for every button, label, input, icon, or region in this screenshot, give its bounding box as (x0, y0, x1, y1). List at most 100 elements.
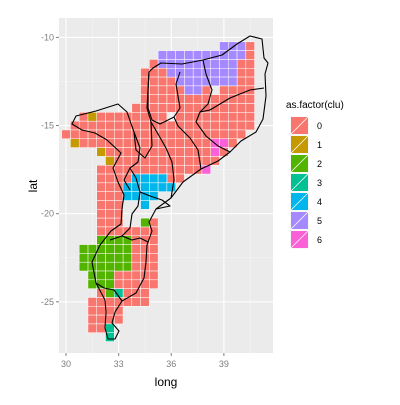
cell-cluster-0 (105, 164, 115, 175)
legend-key-slash (290, 154, 309, 173)
cell-cluster-0 (105, 226, 115, 236)
cell-cluster-0 (245, 103, 255, 113)
cell-cluster-0 (105, 182, 115, 192)
cell-cluster-0 (210, 112, 220, 122)
cell-cluster-0 (149, 76, 159, 87)
cell-cluster-0 (131, 261, 141, 272)
cell-cluster-0 (149, 164, 159, 175)
cell-cluster-0 (96, 120, 106, 131)
cell-cluster-0 (105, 209, 115, 219)
cell-cluster-0 (114, 120, 124, 131)
cell-cluster-1 (96, 147, 106, 157)
cell-cluster-0 (70, 129, 80, 140)
x-tick-label: 39 (219, 359, 229, 369)
cell-cluster-0 (236, 112, 247, 122)
cell-cluster-0 (96, 306, 106, 316)
cell-cluster-0 (201, 138, 211, 148)
cell-cluster-0 (87, 306, 97, 316)
cell-cluster-0 (96, 200, 106, 210)
cell-cluster-4 (149, 182, 159, 192)
cell-cluster-2 (96, 261, 106, 272)
cell-cluster-0 (122, 129, 133, 140)
cell-cluster-0 (105, 120, 115, 131)
cell-cluster-1 (105, 156, 115, 166)
cell-cluster-0 (157, 147, 168, 157)
cell-cluster-0 (149, 138, 159, 148)
cell-cluster-0 (105, 200, 115, 210)
cell-cluster-0 (245, 120, 255, 131)
legend-label: 5 (317, 216, 322, 226)
cell-cluster-5 (157, 50, 168, 60)
legend-label: 3 (317, 178, 322, 188)
cell-cluster-5 (219, 68, 229, 78)
lake-niassa-border (147, 71, 181, 125)
cell-cluster-0 (175, 164, 185, 175)
cell-cluster-0 (157, 76, 168, 87)
cell-cluster-0 (131, 244, 141, 254)
cell-cluster-0 (149, 103, 159, 113)
tete-border (123, 131, 141, 191)
cell-cluster-0 (114, 270, 124, 281)
cell-cluster-0 (140, 129, 150, 140)
cell-cluster-0 (210, 120, 220, 131)
mozambique-outline (71, 35, 269, 340)
cell-cluster-4 (140, 200, 150, 210)
cell-cluster-0 (96, 112, 106, 122)
cell-cluster-0 (219, 103, 229, 113)
cell-cluster-0 (175, 156, 185, 166)
legend-label: 1 (317, 140, 322, 150)
cell-cluster-0 (131, 297, 141, 307)
cell-cluster-0 (96, 138, 106, 148)
cell-cluster-2 (78, 253, 89, 263)
cell-cluster-0 (87, 314, 97, 325)
cell-cluster-0 (105, 173, 115, 184)
cell-cluster-0 (140, 297, 150, 307)
cell-cluster-0 (96, 217, 106, 228)
cell-cluster-0 (157, 164, 168, 175)
y-tick-label: -15 (41, 121, 54, 131)
cell-cluster-3 (105, 323, 115, 333)
axes: 30 33 36 39 -10 -15 -20 -25 (41, 32, 229, 369)
cell-cluster-5 (184, 85, 194, 95)
cell-cluster-0 (131, 270, 141, 281)
cell-cluster-5 (219, 76, 229, 87)
cell-cluster-0 (184, 120, 194, 131)
cell-cluster-0 (96, 173, 106, 184)
y-tick-label: -25 (41, 297, 54, 307)
cell-cluster-3 (114, 288, 124, 298)
cell-cluster-0 (114, 191, 124, 201)
province-border-3 (150, 121, 175, 199)
legend-label: 0 (317, 121, 322, 131)
legend-key-slash (290, 135, 309, 154)
cell-cluster-0 (114, 112, 124, 122)
cell-cluster-4 (140, 173, 150, 184)
cell-cluster-2 (114, 244, 124, 254)
cell-cluster-1 (87, 112, 97, 122)
cell-cluster-0 (140, 68, 150, 78)
cell-cluster-0 (184, 94, 194, 104)
cell-cluster-0 (149, 279, 159, 289)
cell-cluster-0 (149, 270, 159, 281)
cell-cluster-0 (166, 85, 176, 95)
cell-cluster-2 (96, 270, 106, 281)
cell-cluster-0 (149, 94, 159, 104)
legend-label: 4 (317, 197, 322, 207)
province-border-2 (173, 116, 202, 170)
cell-cluster-0 (166, 94, 176, 104)
cell-cluster-0 (96, 182, 106, 192)
cell-cluster-0 (149, 235, 159, 245)
cell-cluster-0 (228, 85, 238, 95)
legend-key-slash (290, 173, 309, 192)
legend-key-slash (290, 192, 309, 211)
cell-cluster-0 (201, 120, 211, 131)
cell-cluster-0 (184, 164, 194, 175)
gaza-border (121, 235, 149, 243)
cell-cluster-2 (87, 244, 97, 254)
cell-cluster-0 (201, 85, 211, 95)
cell-cluster-2 (78, 244, 89, 254)
cell-cluster-4 (149, 173, 159, 184)
cell-cluster-2 (114, 253, 124, 263)
cell-cluster-0 (114, 129, 124, 140)
cell-cluster-0 (210, 129, 220, 140)
cell-cluster-0 (166, 138, 176, 148)
